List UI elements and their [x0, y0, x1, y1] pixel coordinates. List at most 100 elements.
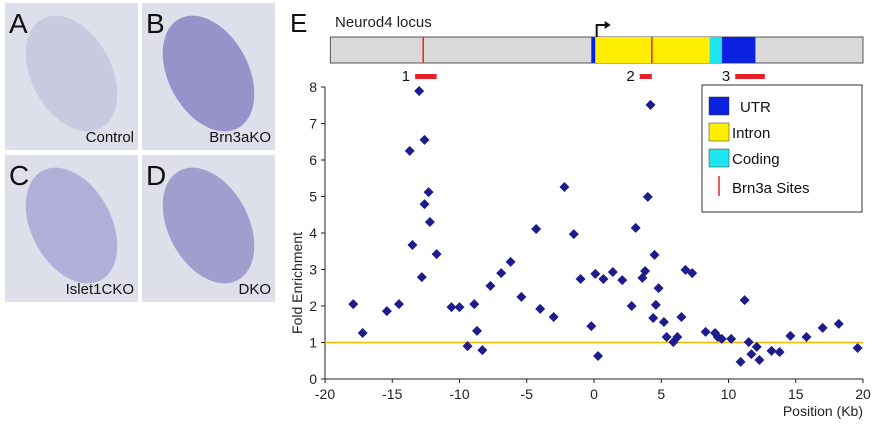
data-point: [649, 249, 660, 260]
panel-letter: B: [146, 8, 165, 39]
data-point: [535, 303, 546, 314]
data-point: [348, 299, 359, 310]
amplicon-label: 2: [626, 68, 634, 85]
data-point: [575, 273, 586, 284]
data-point: [423, 187, 434, 198]
x-tick-label: 10: [721, 386, 737, 402]
data-point: [687, 268, 698, 279]
panel-caption: Islet1CKO: [66, 281, 134, 298]
x-tick-label: -20: [315, 386, 335, 402]
data-point: [833, 318, 844, 329]
data-point: [801, 332, 812, 343]
y-tick-label: 5: [309, 189, 317, 205]
data-point: [505, 256, 516, 267]
x-tick-label: -5: [521, 386, 534, 402]
tss-arrow: [595, 24, 607, 37]
data-point: [645, 99, 656, 110]
x-tick-label: 20: [855, 386, 871, 402]
data-point: [393, 299, 404, 310]
y-tick-label: 3: [309, 262, 317, 278]
data-point: [590, 268, 601, 279]
data-point: [419, 199, 430, 210]
tissue: [25, 167, 118, 284]
data-point: [653, 283, 664, 294]
data-point: [381, 306, 392, 317]
legend-label: Intron: [732, 125, 770, 142]
amplicon: [639, 74, 652, 79]
data-point: [766, 345, 777, 356]
data-point: [586, 321, 597, 332]
data-point: [531, 223, 542, 234]
data-point: [454, 302, 465, 313]
data-point: [568, 229, 579, 240]
panel-letter: E: [290, 8, 307, 38]
data-point: [852, 342, 863, 353]
panel-caption: DKO: [238, 281, 271, 298]
data-point: [446, 302, 457, 313]
legend-swatch: [708, 148, 730, 168]
data-point: [739, 295, 750, 306]
data-point: [642, 191, 653, 202]
data-point: [407, 240, 418, 251]
y-tick-label: 1: [309, 335, 317, 351]
panel-letter: D: [146, 160, 166, 191]
y-tick-label: 7: [309, 116, 317, 132]
tissue: [25, 15, 118, 132]
data-point: [593, 351, 604, 362]
data-point: [617, 275, 628, 286]
data-point: [630, 222, 641, 233]
legend-swatch: [708, 122, 730, 142]
data-point: [626, 301, 637, 311]
data-point: [726, 333, 737, 344]
data-point: [416, 272, 427, 283]
data-point: [404, 145, 415, 156]
data-point: [751, 341, 762, 352]
data-point: [419, 134, 430, 145]
y-tick-label: 8: [309, 79, 317, 95]
data-point: [648, 313, 659, 324]
data-point: [548, 311, 559, 322]
data-point: [516, 291, 527, 302]
panel-caption: Control: [86, 129, 134, 146]
data-point: [424, 217, 435, 228]
legend-label: UTR: [740, 99, 771, 116]
data-point: [716, 333, 727, 344]
data-point: [462, 341, 473, 352]
legend-swatch: [708, 96, 730, 116]
y-axis-label: Fold Enrichment: [289, 232, 305, 334]
data-point: [746, 349, 757, 360]
data-point: [471, 325, 482, 336]
locus-title: Neurod4 locus: [335, 14, 432, 31]
y-tick-label: 2: [309, 298, 317, 314]
y-tick-label: 4: [309, 225, 317, 241]
locus-feature: [709, 37, 722, 63]
data-point: [414, 86, 425, 97]
tissue: [162, 167, 255, 284]
data-point: [743, 337, 754, 348]
amplicon: [415, 74, 437, 79]
x-tick-label: -15: [382, 386, 402, 402]
data-point: [485, 280, 496, 291]
amplicon-label: 1: [402, 68, 410, 85]
data-point: [661, 332, 672, 343]
data-point: [658, 317, 669, 328]
data-point: [431, 249, 442, 260]
y-tick-label: 6: [309, 152, 317, 168]
locus-feature: [591, 37, 596, 63]
locus-feature: [721, 37, 756, 63]
legend-label: Brn3a Sites: [732, 180, 810, 197]
x-tick-label: -10: [449, 386, 469, 402]
data-point: [680, 264, 691, 275]
data-point: [496, 268, 507, 279]
data-point: [700, 326, 711, 337]
data-point: [676, 311, 687, 322]
panel-caption: Brn3aKO: [209, 129, 271, 146]
data-point: [598, 273, 609, 284]
data-point: [477, 345, 488, 356]
panel-letter: A: [9, 8, 28, 39]
x-tick-label: 5: [657, 386, 665, 402]
amplicon: [735, 74, 765, 79]
y-tick-label: 0: [309, 371, 317, 387]
panel-letter: C: [9, 160, 29, 191]
x-tick-label: 0: [590, 386, 598, 402]
